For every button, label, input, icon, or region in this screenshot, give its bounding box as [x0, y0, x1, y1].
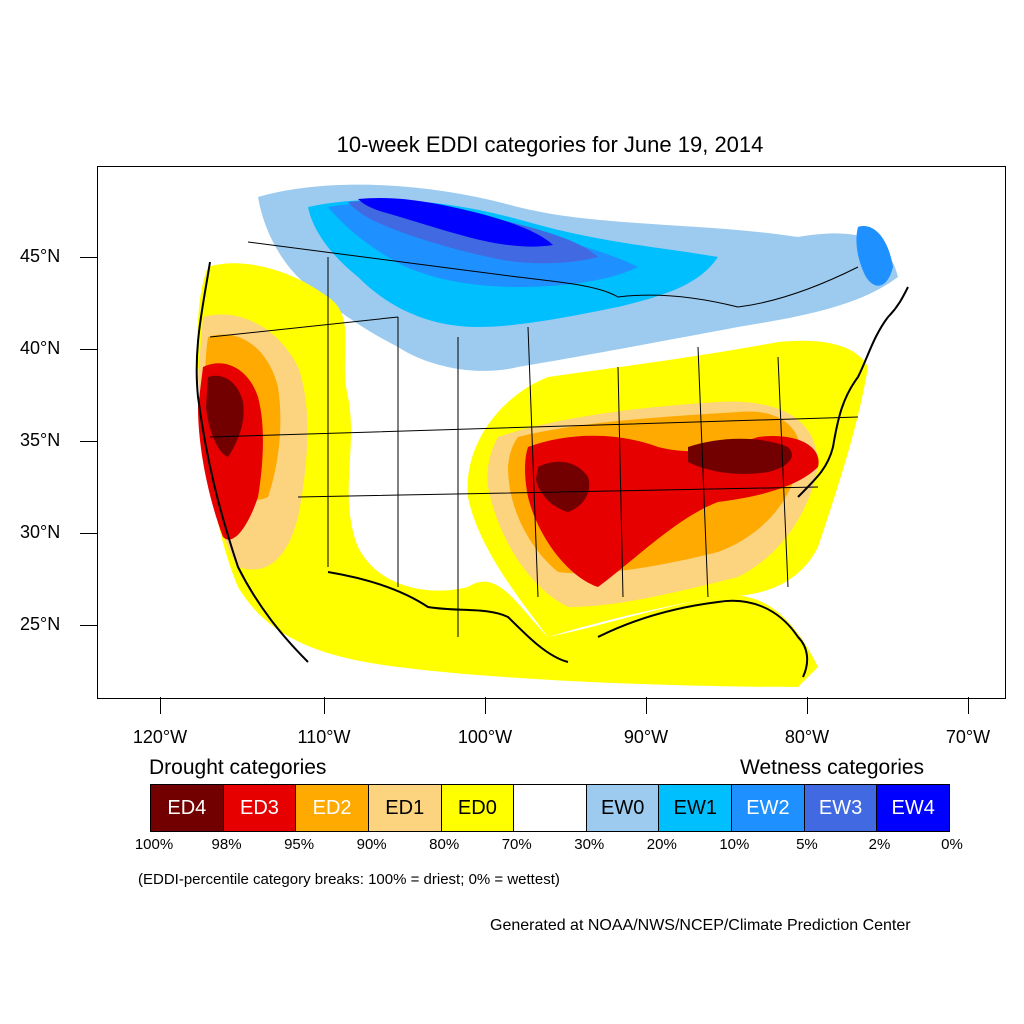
lat-label-25: 25°N: [20, 614, 61, 634]
legend-box-ed0: ED0: [441, 785, 515, 831]
credit-line: Generated at NOAA/NWS/NCEP/Climate Predi…: [490, 917, 911, 934]
percent-break-label: 30%: [574, 836, 605, 853]
legend-box-ew1: EW1: [659, 785, 733, 831]
legend-box-ew4: EW4: [877, 785, 950, 831]
wetness-categories-heading: Wetness categories: [740, 756, 925, 779]
percent-break-label: 10%: [719, 836, 750, 853]
percent-break-label: 5%: [796, 836, 818, 853]
canada-border: [247, 241, 859, 308]
legend-box-ew0: EW0: [586, 785, 660, 831]
lon-tick-100: [485, 697, 486, 714]
coastline-outline: [195, 261, 909, 678]
legend-box-ed2: ED2: [296, 785, 369, 831]
lat-tick-25: [80, 625, 97, 626]
lon-label-80: 80°W: [784, 727, 830, 747]
drought-region-ed0: [197, 263, 818, 687]
lat-tick-45: [80, 257, 97, 258]
lat-tick-30: [80, 533, 97, 534]
map-area: [97, 166, 1006, 699]
lon-tick-70: [968, 697, 969, 714]
legend-box-ew3: EW3: [804, 785, 878, 831]
percent-break-label: 20%: [646, 836, 677, 853]
lon-label-100: 100°W: [457, 727, 513, 747]
legend-box-neutral: [514, 785, 587, 831]
lon-tick-90: [646, 697, 647, 714]
legend-box-ed1: ED1: [368, 785, 442, 831]
lat-label-45: 45°N: [20, 246, 61, 266]
lon-tick-80: [807, 697, 808, 714]
state-boundaries: [209, 257, 859, 637]
legend-box-ed3: ED3: [223, 785, 297, 831]
percent-break-label: 90%: [356, 836, 387, 853]
lon-tick-120: [160, 697, 161, 714]
lon-label-110: 110°W: [297, 727, 351, 747]
percent-break-label: 98%: [211, 836, 242, 853]
lat-tick-40: [80, 349, 97, 350]
lat-label-40: 40°N: [20, 338, 61, 358]
category-legend: ED4 ED3 ED2 ED1 ED0 EW0 EW1 EW2 EW3 EW4: [150, 784, 950, 832]
legend-box-ew2: EW2: [732, 785, 805, 831]
lon-label-120: 120°W: [132, 727, 188, 747]
category-note: (EDDI-percentile category breaks: 100% =…: [138, 871, 560, 888]
wetness-region-northeast: [856, 226, 893, 286]
percent-break-label: 95%: [284, 836, 315, 853]
lat-label-35: 35°N: [20, 430, 61, 450]
wetness-region-ew4: [358, 197, 553, 247]
percent-break-label: 2%: [868, 836, 891, 853]
percent-break-label: 70%: [501, 836, 532, 853]
drought-region-ed4-south: [536, 461, 590, 512]
lat-label-30: 30°N: [20, 522, 61, 542]
lon-label-70: 70°W: [945, 727, 991, 747]
percent-break-label: 0%: [941, 836, 963, 853]
map-title: 10-week EDDI categories for June 19, 201…: [336, 132, 764, 157]
lat-tick-35: [80, 441, 97, 442]
percent-break-label: 80%: [429, 836, 460, 853]
conus-eddi-map: [195, 184, 909, 687]
percent-break-label: 100%: [134, 836, 174, 853]
lon-tick-110: [324, 697, 325, 714]
drought-region-ed4-east: [688, 438, 792, 474]
legend-box-ed4: ED4: [151, 785, 224, 831]
lon-label-90: 90°W: [623, 727, 669, 747]
drought-categories-heading: Drought categories: [149, 756, 327, 779]
